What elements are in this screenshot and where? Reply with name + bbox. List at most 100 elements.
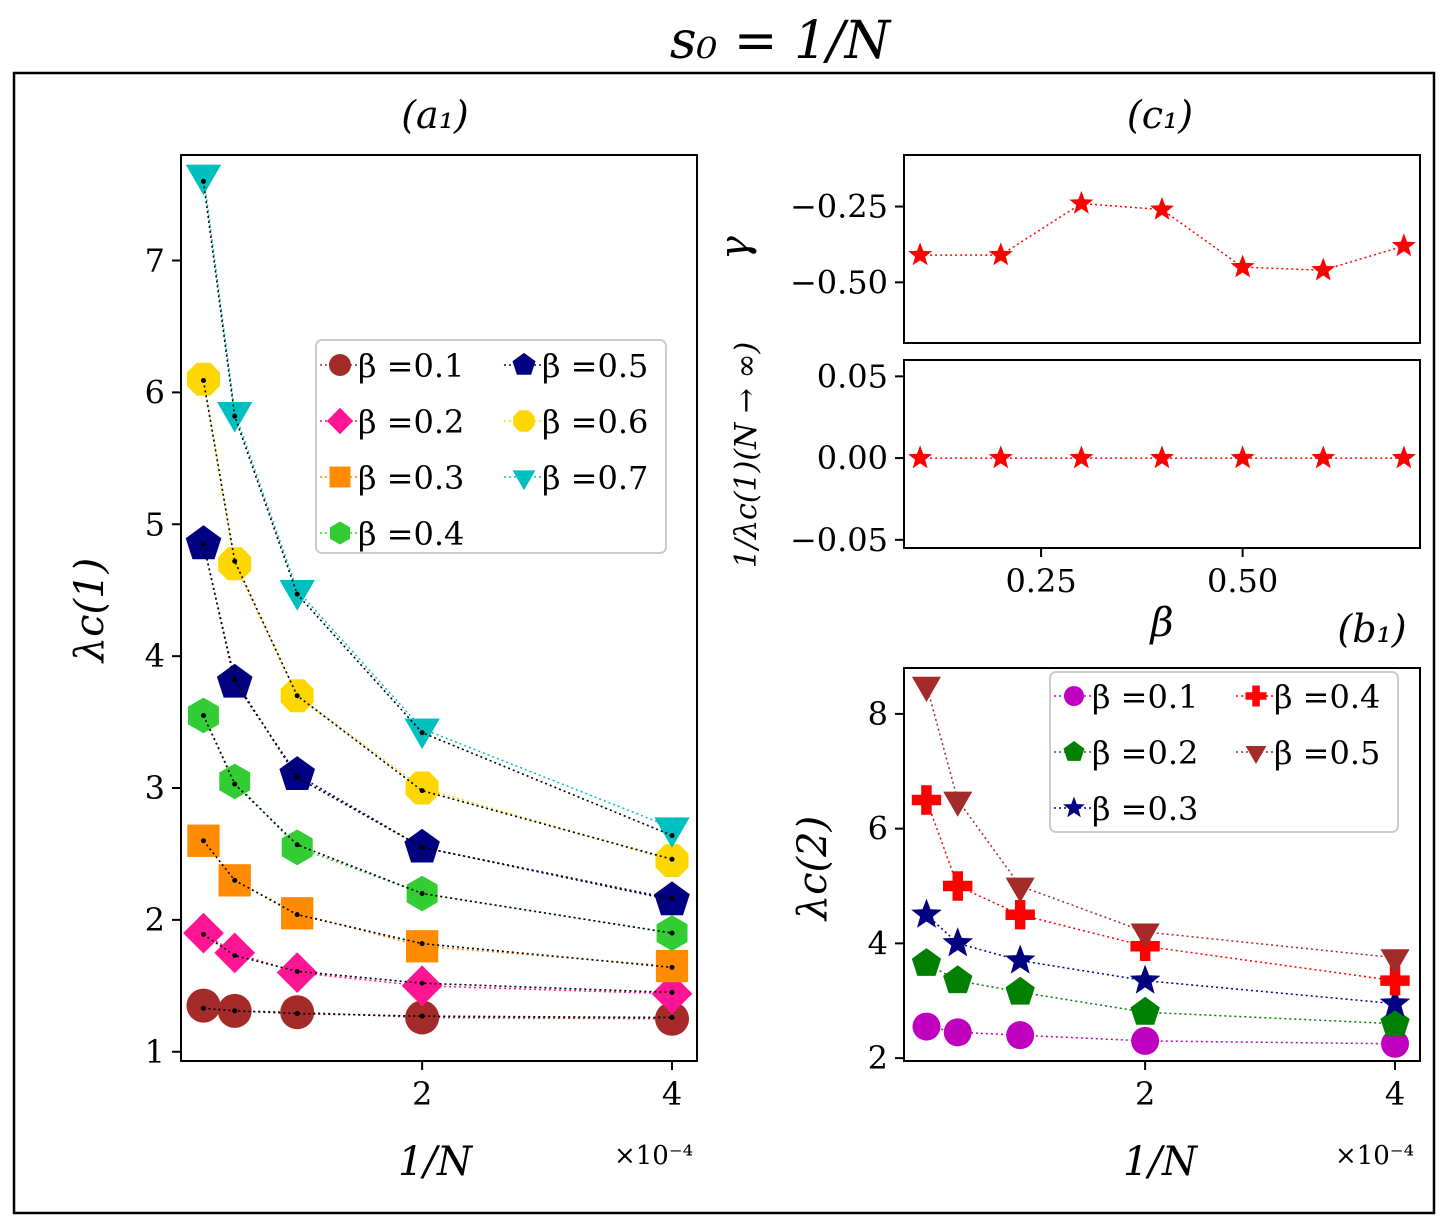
a1-ytick-label: 4 [145, 637, 165, 675]
a1-fit-point [232, 781, 238, 787]
a1-fit-point [294, 774, 300, 780]
a1-fit-point [200, 1005, 206, 1011]
a1-fit-point [669, 930, 675, 936]
a1-fit-point [294, 842, 300, 848]
a1-legend-label: β =0.7 [542, 459, 648, 497]
a1-data-point [279, 756, 315, 790]
a1-fit-point [294, 968, 300, 974]
a1-series-line [202, 379, 673, 862]
c1bot-ytick-label: −0.05 [790, 521, 888, 559]
a1-fit-point [419, 844, 425, 850]
b1-data-point [911, 948, 942, 976]
a1-legend-marker [326, 407, 354, 435]
a1-fit-point [200, 378, 206, 384]
a1-fit-point [419, 980, 425, 986]
c1top-data-point [1391, 233, 1416, 257]
c1bot-data-point [1150, 445, 1174, 469]
b1-data-point [942, 927, 973, 957]
b1-data-point [1006, 1021, 1035, 1050]
a1-fit-point [419, 891, 425, 897]
a1-ytick-label: 5 [145, 505, 165, 543]
a1-legend-label: β =0.6 [542, 403, 648, 441]
a1-xtick-label: 2 [412, 1075, 432, 1113]
a1-fit-line [203, 933, 673, 994]
panel-c1-gamma: (c₁) −0.25 −0.50 γ [712, 93, 1421, 344]
b1-data-point [1005, 900, 1035, 930]
a1-data-point [401, 965, 443, 1007]
b1-legend-marker [1063, 741, 1085, 761]
a1-legend-label: β =0.1 [358, 347, 464, 385]
b1-data-point [943, 1018, 972, 1047]
b1-legend-frame [1049, 671, 1399, 833]
c1bot-xtick-label: 0.50 [1207, 562, 1278, 600]
b1-data-point [943, 871, 973, 901]
b1-data-point [1381, 1029, 1410, 1058]
a1-fit-point [669, 989, 675, 995]
a1-ytick-label: 7 [145, 242, 165, 280]
b1-data-point [1005, 976, 1035, 1005]
c1top-axes-frame [903, 154, 1421, 344]
c1bot-ytick-label: 0.05 [817, 357, 888, 395]
a1-legend: β =0.1 β =0.2 β =0.3 β =0.4 β =0.5 β =0.6 β =0… [315, 339, 667, 554]
a1-legend-marker [512, 352, 536, 375]
a1-data-point [405, 930, 439, 963]
c1bot-xtick-label: 0.25 [1005, 562, 1076, 600]
a1-legend-marker [330, 521, 350, 545]
a1-legend-label: β =0.2 [358, 403, 464, 441]
b1-series-line [926, 1025, 1396, 1045]
a1-legend-marker [513, 410, 535, 432]
a1-x-multiplier: ×10⁻⁴ [614, 1141, 693, 1171]
a1-fit-point [232, 877, 238, 883]
b1-data-point [1005, 877, 1035, 903]
b1-data-point [943, 965, 973, 994]
a1-xlabel: 1/N [398, 1139, 474, 1185]
c1bot-ylabel: 1/λc(1)(N → ∞) [729, 342, 764, 568]
figure-title: s₀ = 1/N [670, 11, 892, 71]
c1bot-data-point [1391, 445, 1416, 469]
b1-data-point [1004, 944, 1036, 974]
a1-ytick-label: 6 [145, 373, 165, 411]
b1-series-line [925, 914, 1396, 1005]
a1-data-point [219, 763, 251, 800]
c1top-ytick-label: −0.25 [790, 188, 888, 226]
a1-fit-point [669, 964, 675, 970]
a1-fit-line [203, 1007, 673, 1019]
b1-ylabel: λc(2) [790, 816, 836, 922]
c1top-data-point [1230, 254, 1255, 278]
b1-data-point [1380, 1008, 1410, 1037]
a1-fit-point [419, 730, 425, 736]
b1-data-point [1130, 996, 1160, 1025]
a1-fit-point [294, 912, 300, 918]
a1-data-point [654, 817, 690, 848]
b1-data-point [1131, 1026, 1160, 1055]
c1top-data-point [1150, 196, 1174, 220]
c1top-data-point [908, 242, 933, 266]
c1top-data-point [1311, 257, 1336, 281]
c1top-ylabel: γ [712, 236, 758, 260]
b1-legend-label: β =0.2 [1092, 734, 1198, 772]
b1-legend: β =0.1 β =0.2 β =0.3 β =0.4 β =0.5 [1049, 671, 1399, 833]
a1-fit-point [200, 178, 206, 184]
a1-fit-point [200, 541, 206, 547]
c1-panel-label: (c₁) [1127, 93, 1193, 137]
b1-legend-marker [1063, 796, 1085, 818]
a1-fit-point [232, 952, 238, 958]
a1-fit-point [294, 1011, 300, 1017]
b1-data-point [1380, 966, 1410, 996]
c1bot-xlabel: β [1148, 600, 1173, 646]
b1-data-point [1379, 987, 1411, 1017]
b1-series-line [926, 962, 1396, 1025]
b1-axes-frame [903, 667, 1421, 1062]
a1-data-point [405, 771, 439, 805]
c1bot-ytick-label: 0.00 [817, 439, 888, 477]
figure-frame [12, 71, 1436, 1215]
c1top-data-point [1069, 190, 1094, 214]
b1-panel-label: (b₁) [1337, 607, 1406, 651]
a1-fit-point [419, 941, 425, 947]
a1-xtick-label: 4 [662, 1075, 682, 1113]
c1bot-axes-frame [903, 359, 1421, 549]
b1-xlabel: 1/N [1123, 1139, 1199, 1185]
a1-series-line [202, 715, 673, 934]
